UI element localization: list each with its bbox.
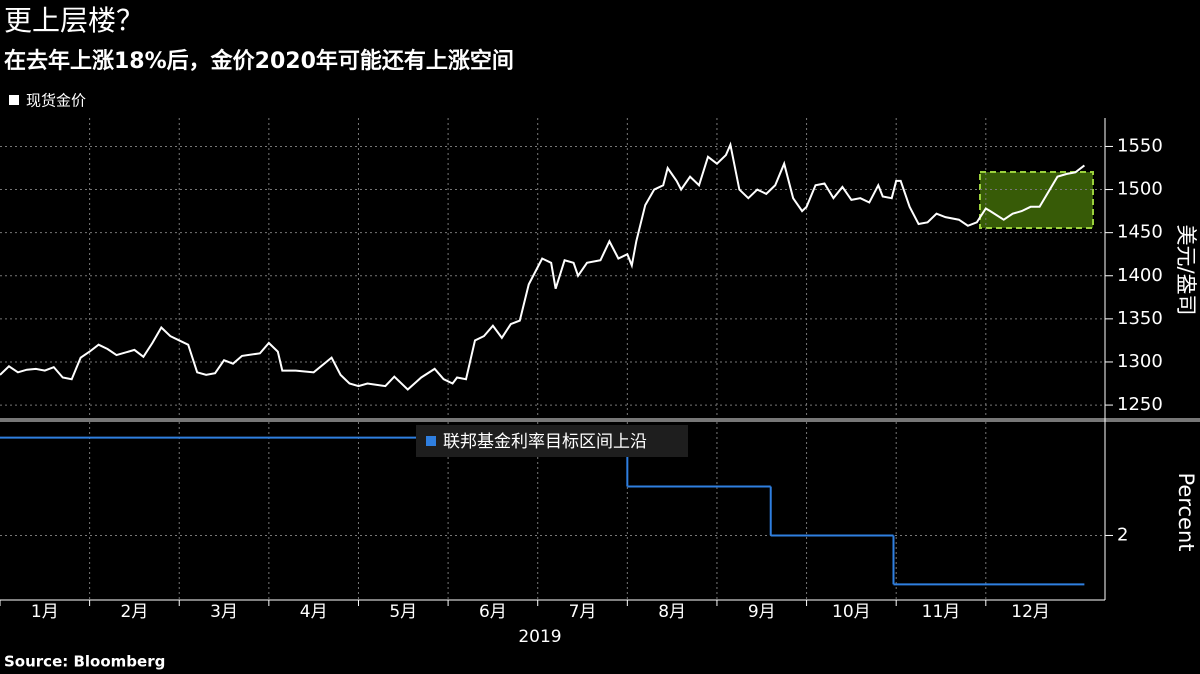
x-tick-label: 9月 [748,602,776,622]
x-tick-label: 8月 [658,602,686,622]
x-tick-label: 2月 [121,602,149,622]
x-tick-label: 7月 [569,602,597,622]
y-tick-label: 1300 [1117,351,1163,372]
y2-axis-title: Percent [1174,472,1198,551]
x-tick-label: 11月 [922,602,961,622]
y-axis-title: 美元/盎司 [1174,224,1198,315]
panel-divider [0,418,1200,422]
y-tick-label: 1400 [1117,265,1163,286]
legend-swatch [9,95,19,105]
price-line [0,141,1085,391]
y-tick-label: 1450 [1117,222,1163,243]
source: Source: Bloomberg [4,653,165,671]
y-tick-label: 1500 [1117,179,1163,200]
x-axis-title: 2019 [518,627,561,647]
x-tick-label: 3月 [210,602,238,622]
y-tick-label: 1550 [1117,135,1163,156]
x-tick-label: 4月 [300,602,328,622]
y-tick-label: 2 [1117,524,1128,545]
subtitle: 在去年上涨18%后，金价2020年可能还有上涨空间 [4,48,514,74]
title: 更上层楼？ [4,4,144,37]
x-tick-label: 5月 [389,602,417,622]
x-tick-label: 12月 [1011,602,1050,622]
x-tick-label: 10月 [832,602,871,622]
legend-swatch [426,436,436,446]
y-tick-label: 1250 [1117,394,1163,415]
x-tick-label: 6月 [479,602,507,622]
x-tick-label: 1月 [31,602,59,622]
legend-label: 现货金价 [26,92,86,110]
y-tick-label: 1350 [1117,308,1163,329]
legend-box [416,425,688,457]
legend-label: 联邦基金利率目标区间上沿 [443,432,647,452]
highlight-box [979,171,1094,229]
